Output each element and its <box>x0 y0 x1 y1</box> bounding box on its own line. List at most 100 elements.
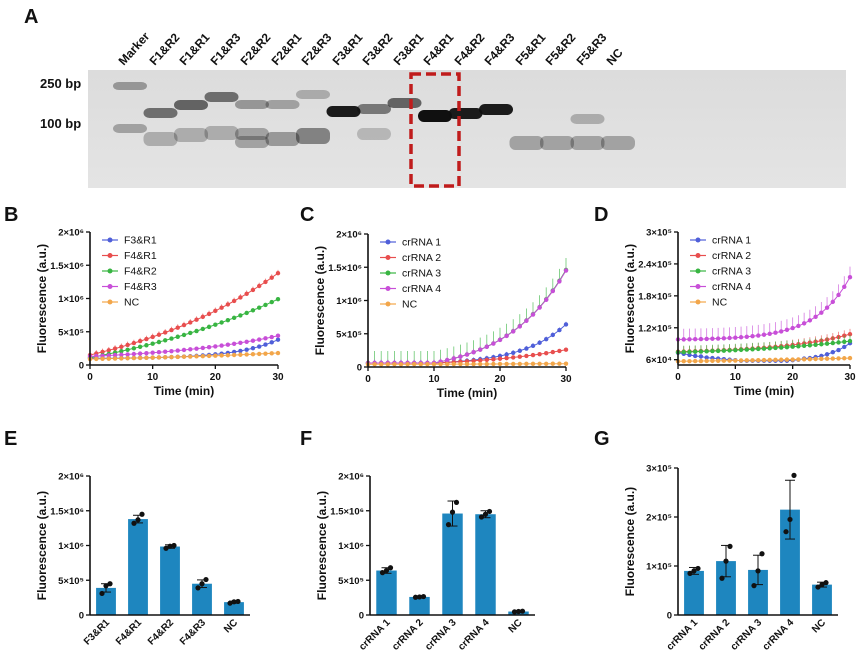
gel-band <box>479 104 513 115</box>
replicate-point <box>167 543 173 549</box>
gel-lane-label: F4&R2 <box>451 30 487 68</box>
legend-label-crrna-3: crRNA 3 <box>712 266 751 278</box>
data-point <box>847 355 853 361</box>
x-tick-label: 10 <box>730 372 742 383</box>
y-tick-label: 6×10⁴ <box>646 355 672 366</box>
gel-band <box>235 100 269 109</box>
y-tick-label: 1.5×10⁶ <box>330 506 364 517</box>
gel-band <box>418 110 452 122</box>
replicate-point <box>163 545 169 551</box>
replicate-point <box>519 608 526 614</box>
replicate-point <box>235 598 241 605</box>
series-line-f4-r3 <box>89 335 279 357</box>
panel-letter-g: G <box>594 428 610 450</box>
y-tick-label: 2.4×10⁵ <box>638 259 672 270</box>
replicate-point <box>135 517 141 523</box>
legend-marker <box>107 299 113 305</box>
y-tick-label: 5×10⁵ <box>58 327 84 338</box>
x-tick-label-crrna-2: crRNA 2 <box>390 617 426 653</box>
gel-band <box>296 128 330 144</box>
gel-lane-label: F1&R3 <box>207 30 243 68</box>
gel-band <box>174 128 208 142</box>
replicate-point <box>511 609 518 615</box>
y-tick-label: 5×10⁵ <box>338 576 364 587</box>
gel-lane-label: F2&R3 <box>298 30 335 68</box>
legend-marker <box>385 301 391 307</box>
legend-label-f3-r1: F3&R1 <box>124 235 157 247</box>
chart-d: 6×10⁴ 1.2×10⁵ 1.8×10⁵ 2.4×10⁵ 3×10⁵ 0 10 20 30 Ti… <box>623 228 856 399</box>
y-tick-label: 0 <box>79 361 84 372</box>
bar-crrna-3 <box>748 569 768 615</box>
replicate-point <box>379 570 386 576</box>
replicate-point <box>478 514 485 520</box>
y-tick-label: 5×10⁵ <box>58 576 84 587</box>
legend-label-crrna-1: crRNA 1 <box>712 235 751 247</box>
gel-band <box>326 106 361 117</box>
x-tick-label: 30 <box>560 374 572 385</box>
y-tick-label: 3×10⁵ <box>646 464 672 475</box>
legend-marker <box>385 239 391 245</box>
y-axis-label: Fluorescence (a.u.) <box>315 491 329 600</box>
gel-band <box>265 100 300 109</box>
gel-band <box>296 90 330 99</box>
x-tick-label-nc: NC <box>507 617 525 635</box>
replicate-point <box>412 594 419 600</box>
x-tick-label-f4-r3: F4&R3 <box>178 617 208 647</box>
series-line-nc <box>368 363 566 365</box>
legend-label-crrna-2: crRNA 2 <box>712 250 751 262</box>
replicate-point <box>131 520 137 526</box>
bar-crrna-1 <box>684 570 704 615</box>
legend-marker <box>107 268 113 274</box>
x-tick-label-f3-r1: F3&R1 <box>82 617 112 647</box>
y-tick-label: 1.5×10⁶ <box>50 261 84 272</box>
marker-size-100: 100 bp <box>40 116 82 131</box>
gel-band <box>113 124 147 133</box>
gel-band <box>509 136 544 150</box>
gel-lane-label: F5&R1 <box>512 30 548 68</box>
bar-crrna-4 <box>475 514 496 615</box>
y-axis-label: Fluorescence (a.u.) <box>623 487 637 596</box>
x-tick-label: 30 <box>272 372 284 383</box>
replicate-point <box>687 570 693 576</box>
gel-band <box>570 114 605 124</box>
replicate-point <box>171 542 177 549</box>
gel-lane-label: F1&R1 <box>176 30 213 68</box>
x-tick-label-crrna-3: crRNA 3 <box>423 617 459 653</box>
x-tick-label-f4-r1: F4&R1 <box>114 617 144 647</box>
gel-band <box>235 128 269 140</box>
y-tick-label: 2×10⁵ <box>646 513 672 524</box>
bar-crrna-2 <box>716 561 736 615</box>
gel-band <box>540 136 574 150</box>
y-tick-label: 2×10⁶ <box>338 472 364 483</box>
series-line-f4-r1 <box>89 272 279 356</box>
gel-lane-label: F1&R2 <box>146 30 182 68</box>
gel-band <box>265 132 300 146</box>
replicate-point <box>203 576 209 583</box>
chart-e: F3&R1 F4&R1 F4&R2 F4&R3 NC 0 5×10⁵ 1×10⁶ 1.5×10⁶… <box>35 472 250 648</box>
replicate-point <box>482 511 489 517</box>
y-tick-label: 1×10⁶ <box>336 296 362 307</box>
x-tick-label: 0 <box>365 374 371 385</box>
gel-band <box>143 132 178 146</box>
replicate-point <box>107 581 113 587</box>
replicate-point <box>453 499 460 506</box>
gel-band <box>601 136 635 150</box>
gel-band <box>143 108 178 118</box>
series-line-f4-r2 <box>89 298 279 359</box>
replicate-point <box>195 585 201 591</box>
series-line-crrna-4 <box>677 276 851 340</box>
legend-marker <box>107 237 113 243</box>
y-tick-label: 0 <box>359 611 364 622</box>
legend-marker <box>107 284 113 289</box>
gel-image <box>88 70 846 188</box>
y-tick-label: 3×10⁵ <box>646 228 672 239</box>
replicate-point <box>139 511 145 517</box>
legend-label-crrna-1: crRNA 1 <box>402 237 441 249</box>
gel-bands <box>113 72 635 188</box>
bar-nc <box>812 584 832 615</box>
series-line-nc <box>89 352 279 360</box>
panel-letter-a: A <box>24 6 39 28</box>
y-tick-label: 1×10⁶ <box>58 541 84 552</box>
y-tick-label: 1×10⁶ <box>338 541 364 552</box>
